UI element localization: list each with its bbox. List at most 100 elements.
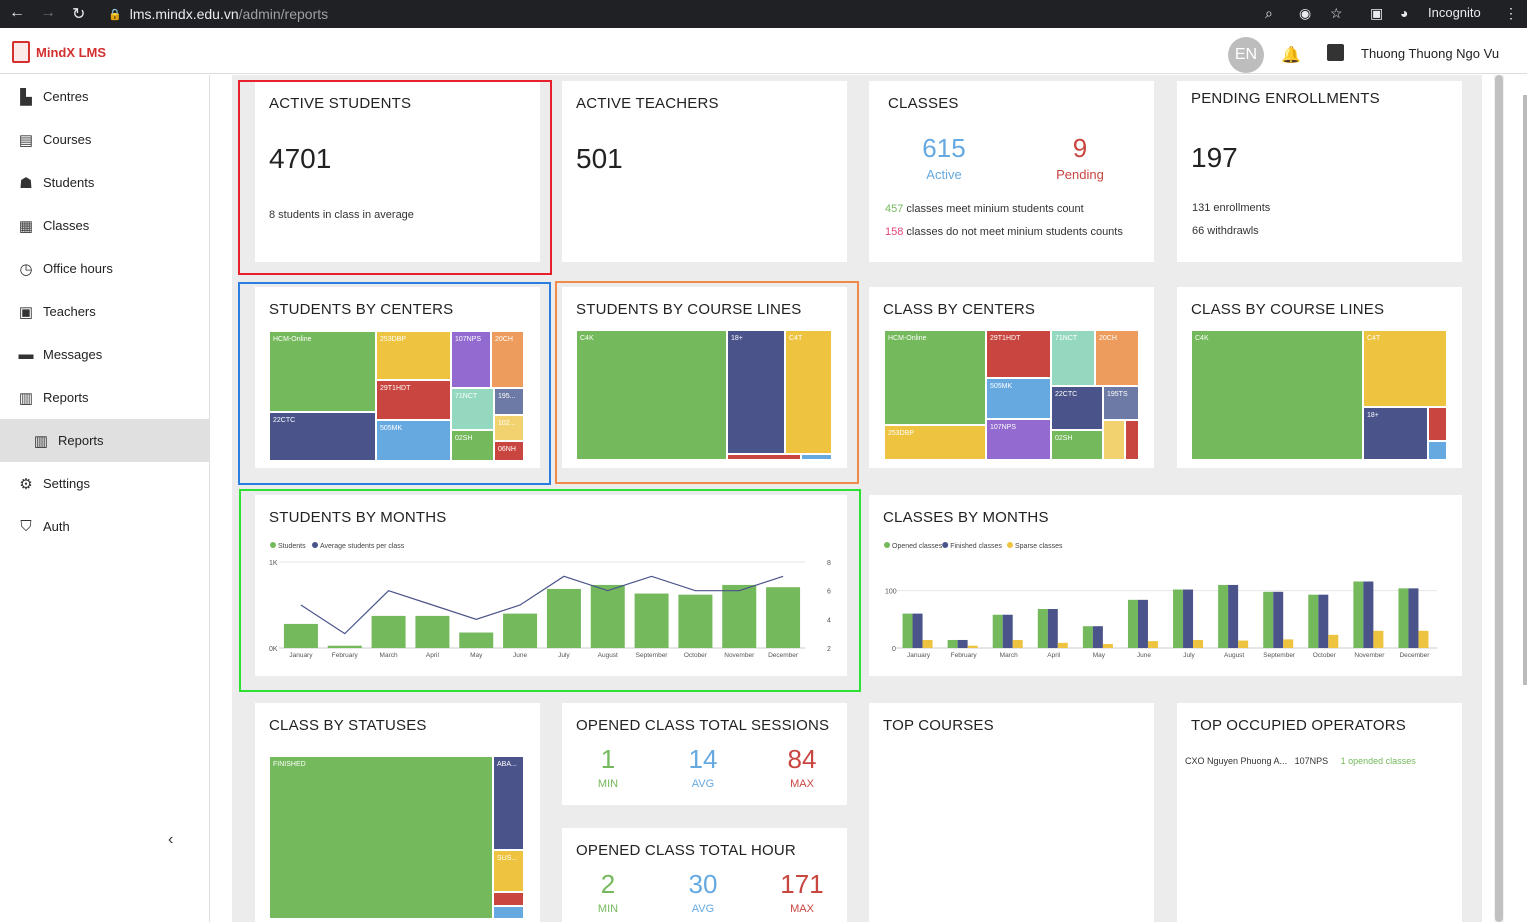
- treemap-tile[interactable]: 505MK: [376, 420, 451, 461]
- x-tick-label: September: [636, 652, 669, 659]
- bar-finished-classes: [957, 639, 968, 648]
- treemap-tile[interactable]: 107NPS: [451, 331, 491, 388]
- treemap-tile[interactable]: 29T1HDT: [986, 330, 1051, 378]
- treemap-tile[interactable]: 18+: [1363, 407, 1428, 460]
- treemap-tile-small[interactable]: [493, 906, 524, 919]
- treemap-tile[interactable]: 02SH: [451, 430, 494, 461]
- treemap-tile-small[interactable]: [801, 454, 832, 460]
- bell-icon[interactable]: 🔔: [1281, 47, 1301, 64]
- language-switch[interactable]: EN: [1228, 37, 1264, 73]
- y2-tick-label: 4: [827, 617, 831, 624]
- scrollbar-thumb[interactable]: [1495, 75, 1503, 922]
- treemap-tile[interactable]: 18+: [727, 330, 785, 454]
- back-icon[interactable]: ←: [9, 4, 25, 21]
- star-icon[interactable]: ☆: [1330, 5, 1343, 21]
- sidebar-item-messages[interactable]: ▬ Messages: [0, 333, 209, 376]
- sidebar-subitem-reports[interactable]: ▥ Reports: [0, 419, 209, 462]
- treemap-tile[interactable]: C4K: [1191, 330, 1363, 460]
- legend-label: Students: [278, 543, 306, 550]
- x-tick-label: September: [1263, 652, 1296, 659]
- treemap-tile[interactable]: 71NCT: [1051, 330, 1095, 386]
- sidebar-item-students[interactable]: ☗ Students: [0, 161, 209, 204]
- bar-students: [590, 584, 625, 648]
- classes-active-value: 615: [922, 133, 966, 163]
- treemap-tile[interactable]: FINISHED: [269, 756, 493, 919]
- treemap-tile[interactable]: C4T: [785, 330, 832, 454]
- sessions-max-stat: 84 MAX: [762, 744, 842, 790]
- sidebar-item-auth[interactable]: ⛉ Auth: [0, 505, 209, 548]
- sidebar-item-classes[interactable]: ▦ Classes: [0, 204, 209, 247]
- sidebar-item-office-hours[interactable]: ◷ Office hours: [0, 247, 209, 290]
- sidebar-item-label: Messages: [43, 347, 103, 362]
- treemap-tile[interactable]: C4T: [1363, 330, 1447, 407]
- bar-sparse-classes: [967, 645, 978, 648]
- bar-finished-classes: [1002, 614, 1013, 648]
- classes-pending-label: Pending: [1056, 167, 1104, 182]
- treemap-tile[interactable]: HCM-Online: [269, 331, 376, 412]
- highlight-box-orange: [555, 281, 859, 484]
- bar-sparse-classes: [1418, 630, 1429, 648]
- card-title: STUDENTS BY MONTHS: [269, 509, 447, 526]
- user-name[interactable]: Thuong Thuong Ngo Vu: [1361, 46, 1500, 61]
- sidebar-item-centres[interactable]: ▙ Centres: [0, 75, 209, 118]
- treemap-tile[interactable]: 20CH: [1095, 330, 1139, 386]
- treemap-tile[interactable]: 195...: [494, 388, 524, 415]
- card-title: TOP OCCUPIED OPERATORS: [1191, 717, 1407, 734]
- sidebar-item-reports[interactable]: ▥ Reports: [0, 376, 209, 419]
- treemap-tile[interactable]: 71NCT: [451, 388, 494, 430]
- treemap-tile-small[interactable]: [1428, 441, 1447, 460]
- sidebar-item-settings[interactable]: ⚙ Settings: [0, 462, 209, 505]
- collapse-sidebar-icon[interactable]: ‹: [168, 831, 174, 848]
- classes-pending-value: 9: [1072, 133, 1088, 163]
- treemap-tile[interactable]: 22CTC: [1051, 386, 1103, 430]
- treemap-tile[interactable]: 253DBP: [376, 331, 451, 380]
- sessions-avg-label: AVG: [691, 778, 715, 790]
- bar-opened-classes: [902, 613, 913, 648]
- treemap-tile-small[interactable]: [1103, 420, 1125, 460]
- app-logo[interactable]: MindX LMS: [12, 41, 106, 63]
- eye-off-icon[interactable]: ◉: [1299, 5, 1312, 21]
- treemap-tile-small[interactable]: [727, 454, 801, 460]
- treemap-tile[interactable]: HCM-Online: [884, 330, 986, 425]
- sidebar-item-label: Reports: [58, 433, 104, 448]
- operator-row[interactable]: CXO Nguyen Phuong A... 107NPS 1 opended …: [1185, 756, 1416, 766]
- x-tick-label: December: [768, 652, 799, 659]
- user-icon[interactable]: [1327, 44, 1344, 61]
- treemap-tile[interactable]: 22CTC: [269, 412, 376, 461]
- bar-opened-classes: [1037, 609, 1048, 648]
- sidepanel-icon[interactable]: ▣: [1370, 5, 1384, 21]
- bar-sparse-classes: [1193, 639, 1204, 648]
- zoom-icon[interactable]: ⌕: [1265, 5, 1273, 21]
- bar-students: [371, 615, 406, 648]
- app-header: MindX LMS EN 🔔 Thuong Thuong Ngo Vu: [0, 28, 1527, 74]
- treemap-tile[interactable]: ABA...: [493, 756, 524, 850]
- sidebar-item-courses[interactable]: ▤ Courses: [0, 118, 209, 161]
- bar-finished-classes: [1092, 626, 1103, 648]
- treemap-tile[interactable]: 107NPS: [986, 419, 1051, 460]
- treemap-tile-small[interactable]: [1125, 420, 1139, 460]
- card-title: CLASS BY STATUSES: [269, 717, 427, 734]
- forward-icon[interactable]: →: [40, 4, 56, 21]
- bar-opened-classes: [992, 614, 1003, 648]
- treemap-tile[interactable]: 29T1HDT: [376, 380, 451, 420]
- page-scrollbar[interactable]: [1523, 95, 1527, 685]
- treemap-tile[interactable]: C4K: [576, 330, 727, 460]
- hours-min-value: 2: [600, 869, 616, 899]
- treemap-tile[interactable]: 06NH: [494, 441, 524, 461]
- sidebar-item-teachers[interactable]: ▣ Teachers: [0, 290, 209, 333]
- treemap-tile-small[interactable]: [493, 892, 524, 906]
- treemap-tile[interactable]: 102...: [494, 415, 524, 441]
- bar-students: [634, 593, 669, 648]
- treemap-tile[interactable]: SUS...: [493, 850, 524, 892]
- menu-icon[interactable]: ⋮: [1504, 5, 1518, 21]
- hours-max-value: 171: [780, 869, 824, 899]
- classes-by-months-card: CLASSES BY MONTHS Opened classes Finished…: [869, 495, 1462, 676]
- address-bar[interactable]: 🔒 lms.mindx.edu.vn/admin/reports: [108, 3, 1268, 25]
- treemap-tile[interactable]: 02SH: [1051, 430, 1103, 460]
- treemap-tile[interactable]: 253DBP: [884, 425, 986, 460]
- reload-icon[interactable]: ↻: [72, 6, 86, 23]
- treemap-tile[interactable]: 195TS: [1103, 386, 1139, 420]
- treemap-tile[interactable]: 505MK: [986, 378, 1051, 419]
- treemap-tile[interactable]: 20CH: [491, 331, 524, 388]
- treemap-tile-small[interactable]: [1428, 407, 1447, 441]
